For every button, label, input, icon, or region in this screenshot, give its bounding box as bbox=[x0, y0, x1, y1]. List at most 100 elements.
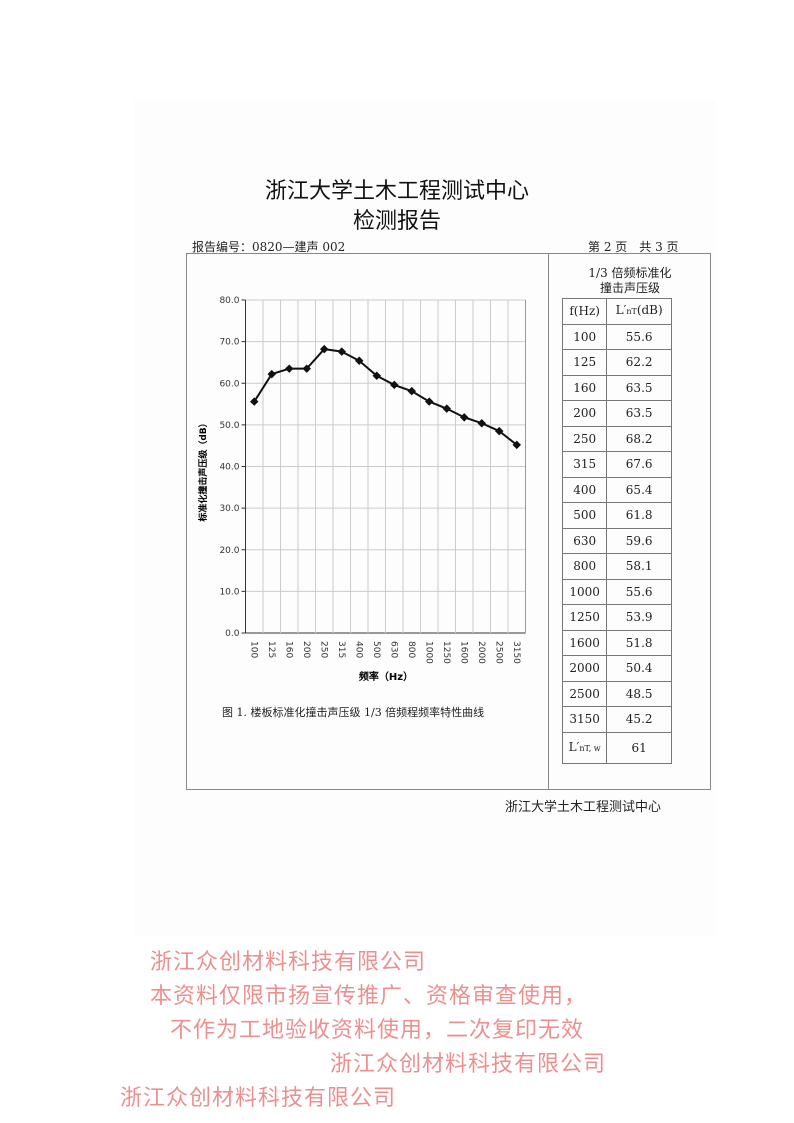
report-frame bbox=[186, 253, 711, 790]
frequency-cell: 100 bbox=[561, 323, 608, 350]
x-tick-label: 400 bbox=[353, 641, 363, 658]
table-row: 1000 55.6 bbox=[561, 578, 672, 605]
data-point bbox=[460, 413, 469, 422]
frequency-cell: 2500 bbox=[561, 680, 608, 707]
level-cell: 58.1 bbox=[606, 553, 672, 580]
x-tick-label: 250 bbox=[318, 641, 328, 658]
weighted-label: L′nT, w bbox=[561, 731, 608, 764]
table-row: 800 58.1 bbox=[561, 553, 672, 580]
table-title-line1: 1/3 倍频标准化 bbox=[588, 266, 672, 280]
level-cell: 55.6 bbox=[606, 578, 672, 605]
x-axis-label: 频率（Hz） bbox=[359, 670, 413, 683]
level-cell: 63.5 bbox=[606, 374, 672, 401]
y-tick-label: 60.0 bbox=[219, 379, 239, 389]
data-point bbox=[442, 404, 451, 413]
frequency-cell: 400 bbox=[561, 476, 608, 503]
x-tick-label: 800 bbox=[406, 641, 416, 658]
table-row: 3150 45.2 bbox=[561, 706, 672, 733]
header-level: L′nT(dB) bbox=[606, 298, 672, 325]
table-title-line2: 撞击声压级 bbox=[599, 281, 660, 295]
weighted-value: 61 bbox=[606, 731, 672, 764]
data-point bbox=[495, 426, 504, 436]
data-point bbox=[250, 397, 259, 406]
y-tick-label: 40.0 bbox=[219, 463, 239, 473]
data-point bbox=[320, 344, 329, 354]
data-point bbox=[355, 356, 364, 366]
weighted-row: L′nT, w 61 bbox=[561, 731, 672, 764]
header-frequency: f(Hz) bbox=[561, 298, 608, 325]
chart: 0.0 10.0 20.0 30.0 40.0 50.0 60.0 70.0 80.0 100 12… bbox=[197, 296, 526, 683]
frequency-cell: 160 bbox=[561, 374, 608, 401]
frequency-cell: 1250 bbox=[561, 604, 608, 631]
page-number: 第 2 页 共 3 页 bbox=[588, 240, 679, 254]
x-tick-label: 1600 bbox=[458, 641, 468, 664]
x-tick-label: 200 bbox=[301, 641, 311, 658]
table-row: 125 62.2 bbox=[561, 349, 672, 376]
table-row: 160 63.5 bbox=[561, 374, 672, 401]
y-tick-label: 70.0 bbox=[219, 338, 239, 348]
data-table: f(Hz) L′nT(dB) 100 55.6 125 62.2 160 63.5 200 6… bbox=[561, 298, 672, 764]
watermark-text: 浙江众创材料科技有限公司 bbox=[150, 950, 427, 975]
weighted-symbol: L′ bbox=[568, 739, 580, 754]
frequency-cell: 250 bbox=[561, 425, 608, 452]
y-axis-label: 标准化撞击声压级（dB） bbox=[197, 418, 209, 522]
table-row: 1600 51.8 bbox=[561, 629, 672, 656]
frequency-cell: 3150 bbox=[561, 706, 608, 733]
frequency-cell: 125 bbox=[561, 349, 608, 376]
figure-caption: 图 1. 楼板标准化撞击声压级 1/3 倍频程频率特性曲线 bbox=[222, 706, 485, 719]
y-tick-label: 30.0 bbox=[219, 504, 239, 514]
data-point bbox=[372, 371, 381, 381]
x-tick-label: 315 bbox=[336, 641, 346, 658]
y-tick-label: 20.0 bbox=[219, 546, 239, 556]
frequency-cell: 630 bbox=[561, 527, 608, 554]
data-point bbox=[337, 347, 346, 356]
level-cell: 48.5 bbox=[606, 680, 672, 707]
watermark-text: 不作为工地验收资料使用，二次复印无效 bbox=[170, 1018, 585, 1043]
header-level-symbol: L′ bbox=[615, 303, 627, 318]
table-row: 315 67.6 bbox=[561, 451, 672, 478]
x-tick-label: 160 bbox=[283, 641, 293, 658]
report-number: 报告编号：0820—建声 002 bbox=[192, 240, 346, 254]
x-tick-label: 500 bbox=[371, 641, 381, 658]
frame-divider bbox=[548, 253, 549, 790]
frequency-cell: 315 bbox=[561, 451, 608, 478]
frequency-cell: 800 bbox=[561, 553, 608, 580]
frequency-cell: 1000 bbox=[561, 578, 608, 605]
level-cell: 45.2 bbox=[606, 706, 672, 733]
frequency-cell: 500 bbox=[561, 502, 608, 529]
y-tick-label: 80.0 bbox=[219, 296, 239, 306]
level-cell: 53.9 bbox=[606, 604, 672, 631]
level-cell: 61.8 bbox=[606, 502, 672, 529]
level-cell: 59.6 bbox=[606, 527, 672, 554]
y-tick-label: 10.0 bbox=[219, 587, 239, 597]
weighted-subscript: nT, w bbox=[579, 743, 601, 753]
data-point bbox=[477, 418, 486, 428]
frequency-cell: 2000 bbox=[561, 655, 608, 682]
x-tick-label: 3150 bbox=[511, 641, 521, 664]
table-row: 200 63.5 bbox=[561, 400, 672, 427]
watermark-text: 浙江众创材料科技有限公司 bbox=[120, 1086, 397, 1111]
footer-org: 浙江大学土木工程测试中心 bbox=[505, 800, 662, 815]
header-level-unit: (dB) bbox=[636, 303, 663, 318]
data-point bbox=[390, 380, 399, 390]
level-cell: 50.4 bbox=[606, 655, 672, 682]
level-cell: 55.6 bbox=[606, 323, 672, 350]
table-row: 250 68.2 bbox=[561, 425, 672, 452]
report-title: 检测报告 bbox=[352, 209, 441, 234]
data-point bbox=[285, 364, 294, 373]
level-cell: 67.6 bbox=[606, 451, 672, 478]
level-cell: 51.8 bbox=[606, 629, 672, 656]
watermark-text: 本资料仅限市扬宣传推广、资格审查使用， bbox=[150, 984, 588, 1009]
level-cell: 68.2 bbox=[606, 425, 672, 452]
x-tick-label: 2000 bbox=[476, 641, 486, 664]
x-tick-label: 100 bbox=[248, 641, 258, 658]
table-row: 630 59.6 bbox=[561, 527, 672, 554]
y-tick-label: 50.0 bbox=[219, 421, 239, 431]
table-row: 2500 48.5 bbox=[561, 680, 672, 707]
watermark-text: 浙江众创材料科技有限公司 bbox=[330, 1052, 607, 1077]
level-cell: 62.2 bbox=[606, 349, 672, 376]
series-line bbox=[253, 348, 518, 446]
table-header-row: f(Hz) L′nT(dB) bbox=[561, 298, 672, 325]
data-point bbox=[267, 369, 276, 379]
x-tick-label: 125 bbox=[266, 641, 276, 658]
